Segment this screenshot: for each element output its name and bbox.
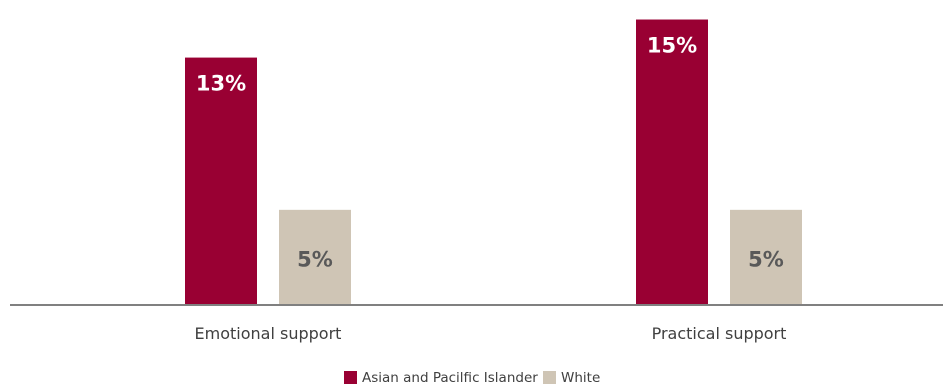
bar-asian-pacific-islander-1 (185, 57, 257, 306)
category-label: Practical support (652, 324, 787, 343)
legend-label: White (561, 370, 600, 386)
legend-swatch (344, 371, 357, 384)
bar-white-2 (730, 209, 802, 305)
bar-value-label: 15% (647, 34, 697, 58)
bar-labels-layer: 13% 5% 15% 5% (196, 34, 784, 272)
category-label: Emotional support (195, 324, 342, 343)
category-labels: Emotional support Practical support (195, 324, 787, 343)
bars-layer (185, 19, 802, 306)
bar-asian-pacific-islander-2 (636, 19, 708, 306)
bar-value-label: 5% (748, 247, 784, 271)
legend-swatch (543, 371, 556, 384)
bar-white-1 (279, 209, 351, 305)
legend: Asian and Pacilfic Islander White (344, 370, 600, 386)
legend-label: Asian and Pacilfic Islander (362, 370, 538, 386)
bar-value-label: 13% (196, 72, 246, 96)
bar-value-label: 5% (297, 247, 333, 271)
